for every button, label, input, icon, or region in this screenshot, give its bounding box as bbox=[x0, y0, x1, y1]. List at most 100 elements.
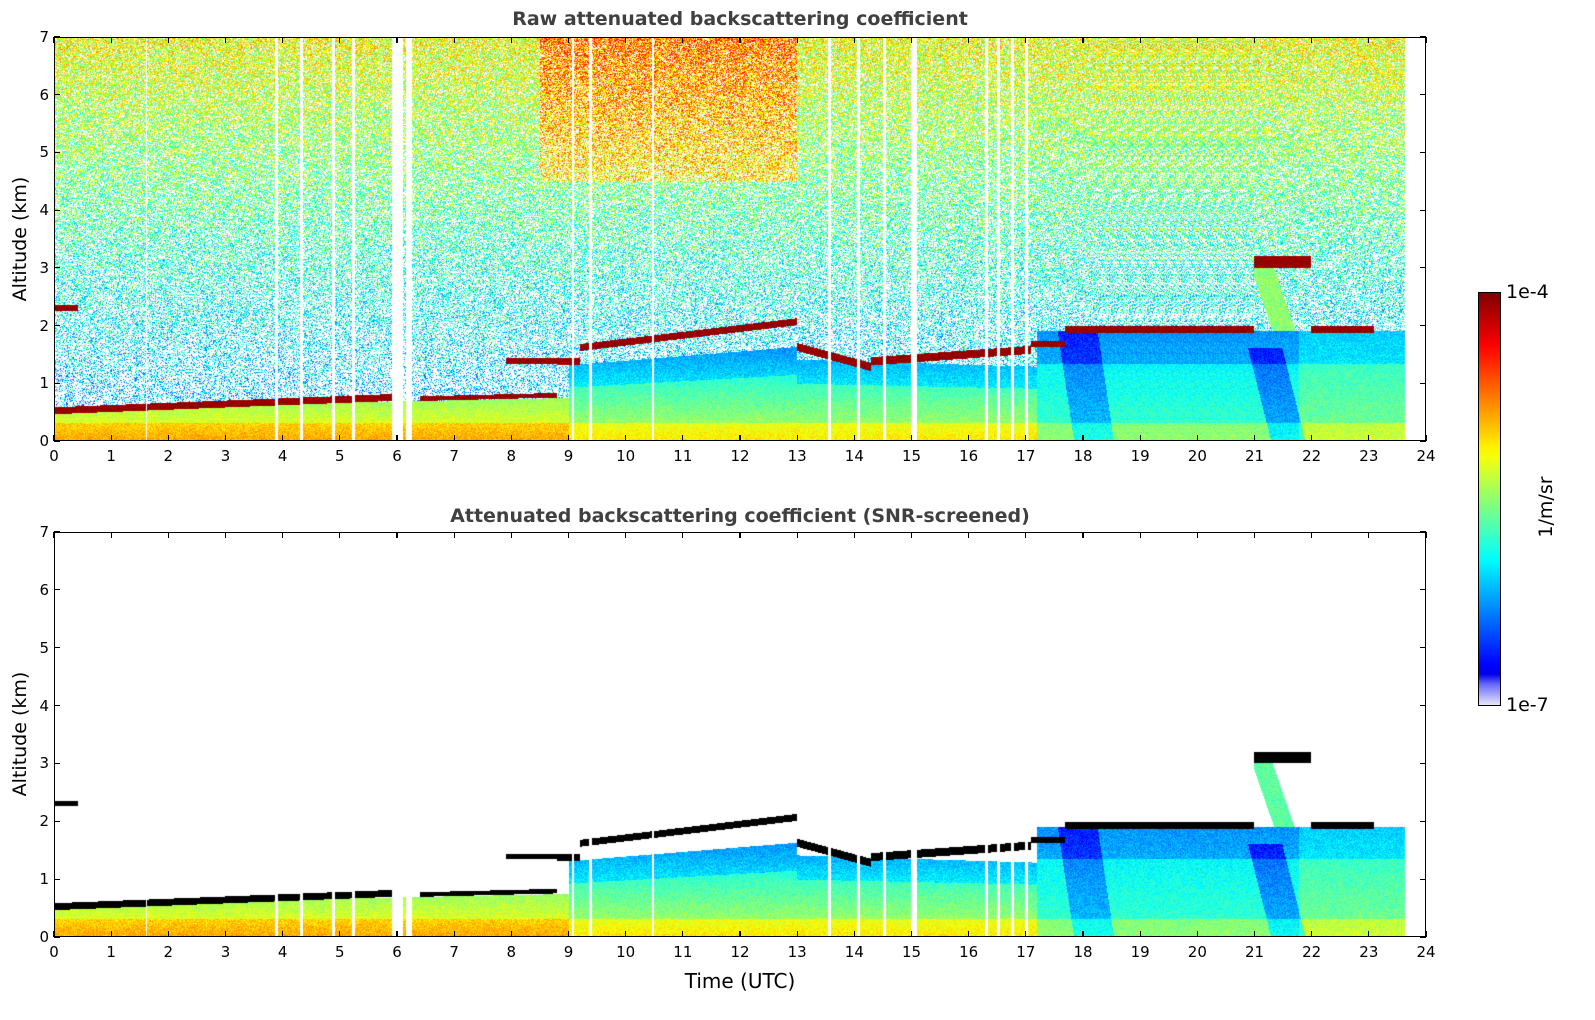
x-tick-label: 3 bbox=[220, 943, 231, 961]
x-tick-label: 18 bbox=[1073, 447, 1093, 465]
x-tick-mark bbox=[282, 931, 284, 937]
x-tick-label: 11 bbox=[673, 447, 693, 465]
x-tick-label: 17 bbox=[1016, 447, 1036, 465]
x-tick-label: 17 bbox=[1016, 943, 1036, 961]
x-tick-mark bbox=[1196, 37, 1198, 43]
y-tick-mark bbox=[1420, 382, 1426, 384]
y-tick-mark bbox=[1420, 820, 1426, 822]
x-tick-mark bbox=[224, 931, 227, 937]
y-tick-mark bbox=[54, 936, 60, 938]
x-tick-mark bbox=[625, 435, 627, 441]
x-tick-mark bbox=[1139, 532, 1141, 538]
x-tick-mark bbox=[910, 37, 913, 43]
x-tick-label: 10 bbox=[616, 447, 636, 465]
screened-plot-area bbox=[54, 532, 1426, 937]
x-tick-mark bbox=[1253, 532, 1256, 538]
x-tick-mark bbox=[910, 532, 913, 538]
colorbar-unit-label: 1/m/sr bbox=[1535, 476, 1557, 538]
y-tick-mark bbox=[1420, 531, 1426, 533]
x-tick-mark bbox=[1253, 435, 1256, 441]
x-tick-label: 1 bbox=[106, 447, 116, 465]
y-tick-label: 0 bbox=[39, 432, 49, 450]
x-tick-mark bbox=[1082, 532, 1084, 538]
x-tick-mark bbox=[739, 532, 741, 538]
y-tick-label: 5 bbox=[39, 143, 49, 162]
y-tick-mark bbox=[54, 820, 60, 822]
x-tick-mark bbox=[1425, 931, 1427, 937]
x-tick-mark bbox=[167, 931, 169, 937]
x-tick-label: 3 bbox=[220, 447, 231, 465]
x-tick-label: 6 bbox=[392, 943, 402, 961]
x-tick-mark bbox=[1425, 435, 1427, 441]
x-tick-mark bbox=[510, 435, 512, 441]
x-tick-mark bbox=[1139, 931, 1141, 937]
x-tick-mark bbox=[282, 435, 284, 441]
x-tick-mark bbox=[567, 532, 570, 538]
x-tick-mark bbox=[1139, 37, 1141, 43]
x-tick-mark bbox=[339, 931, 341, 937]
x-tick-mark bbox=[1368, 931, 1370, 937]
y-tick-mark bbox=[54, 762, 60, 765]
x-tick-mark bbox=[1311, 931, 1313, 937]
x-tick-mark bbox=[396, 931, 398, 937]
x-tick-mark bbox=[1082, 931, 1084, 937]
x-tick-mark bbox=[396, 532, 398, 538]
x-tick-mark bbox=[1196, 435, 1198, 441]
x-tick-label: 23 bbox=[1359, 943, 1379, 961]
x-tick-label: 4 bbox=[277, 447, 288, 465]
colorbar-min-label: 1e-7 bbox=[1506, 694, 1549, 716]
screened-panel-ylabel: Altitude (km) bbox=[9, 671, 31, 797]
x-tick-mark bbox=[968, 931, 970, 937]
x-tick-mark bbox=[110, 37, 112, 43]
x-tick-mark bbox=[339, 532, 341, 538]
y-tick-mark bbox=[54, 151, 60, 154]
time-axis-label: Time (UTC) bbox=[684, 969, 796, 993]
x-tick-label: 7 bbox=[449, 943, 459, 961]
x-tick-mark bbox=[167, 532, 169, 538]
raw-plot-area bbox=[54, 37, 1426, 441]
x-tick-label: 12 bbox=[730, 943, 750, 961]
x-tick-mark bbox=[1368, 532, 1370, 538]
x-tick-label: 4 bbox=[277, 943, 288, 961]
x-tick-mark bbox=[739, 37, 741, 43]
y-tick-mark bbox=[1420, 209, 1426, 211]
x-tick-label: 5 bbox=[335, 943, 345, 961]
x-tick-mark bbox=[968, 435, 970, 441]
y-tick-mark bbox=[54, 878, 60, 880]
x-tick-mark bbox=[1082, 435, 1084, 441]
y-tick-mark bbox=[54, 382, 60, 384]
y-tick-label: 7 bbox=[39, 28, 49, 46]
x-tick-mark bbox=[853, 532, 855, 538]
x-tick-label: 1 bbox=[106, 943, 116, 961]
y-tick-mark bbox=[54, 531, 60, 533]
y-tick-mark bbox=[1420, 324, 1426, 327]
x-tick-mark bbox=[796, 37, 798, 43]
x-tick-mark bbox=[1425, 37, 1427, 43]
x-tick-mark bbox=[110, 532, 112, 538]
y-tick-label: 0 bbox=[39, 928, 49, 946]
x-tick-mark bbox=[1311, 37, 1313, 43]
x-tick-mark bbox=[739, 435, 741, 441]
y-tick-mark bbox=[1420, 36, 1426, 38]
x-tick-mark bbox=[1196, 931, 1198, 937]
x-tick-label: 22 bbox=[1302, 447, 1322, 465]
x-tick-label: 16 bbox=[959, 943, 979, 961]
x-tick-mark bbox=[110, 931, 112, 937]
y-tick-label: 1 bbox=[39, 374, 49, 393]
x-tick-label: 23 bbox=[1359, 447, 1379, 465]
y-tick-label: 2 bbox=[39, 812, 49, 831]
x-tick-mark bbox=[625, 931, 627, 937]
x-tick-mark bbox=[224, 532, 227, 538]
x-tick-label: 14 bbox=[844, 943, 864, 961]
x-tick-mark bbox=[396, 37, 398, 43]
x-tick-label: 11 bbox=[673, 943, 693, 961]
x-tick-label: 9 bbox=[563, 943, 574, 961]
y-tick-mark bbox=[54, 324, 60, 327]
x-tick-label: 21 bbox=[1244, 447, 1265, 465]
x-tick-mark bbox=[453, 435, 455, 441]
y-tick-label: 4 bbox=[39, 696, 49, 715]
x-tick-label: 15 bbox=[901, 447, 922, 465]
screened-heatmap bbox=[55, 533, 1425, 936]
x-tick-mark bbox=[224, 435, 227, 441]
x-tick-mark bbox=[1025, 37, 1027, 43]
